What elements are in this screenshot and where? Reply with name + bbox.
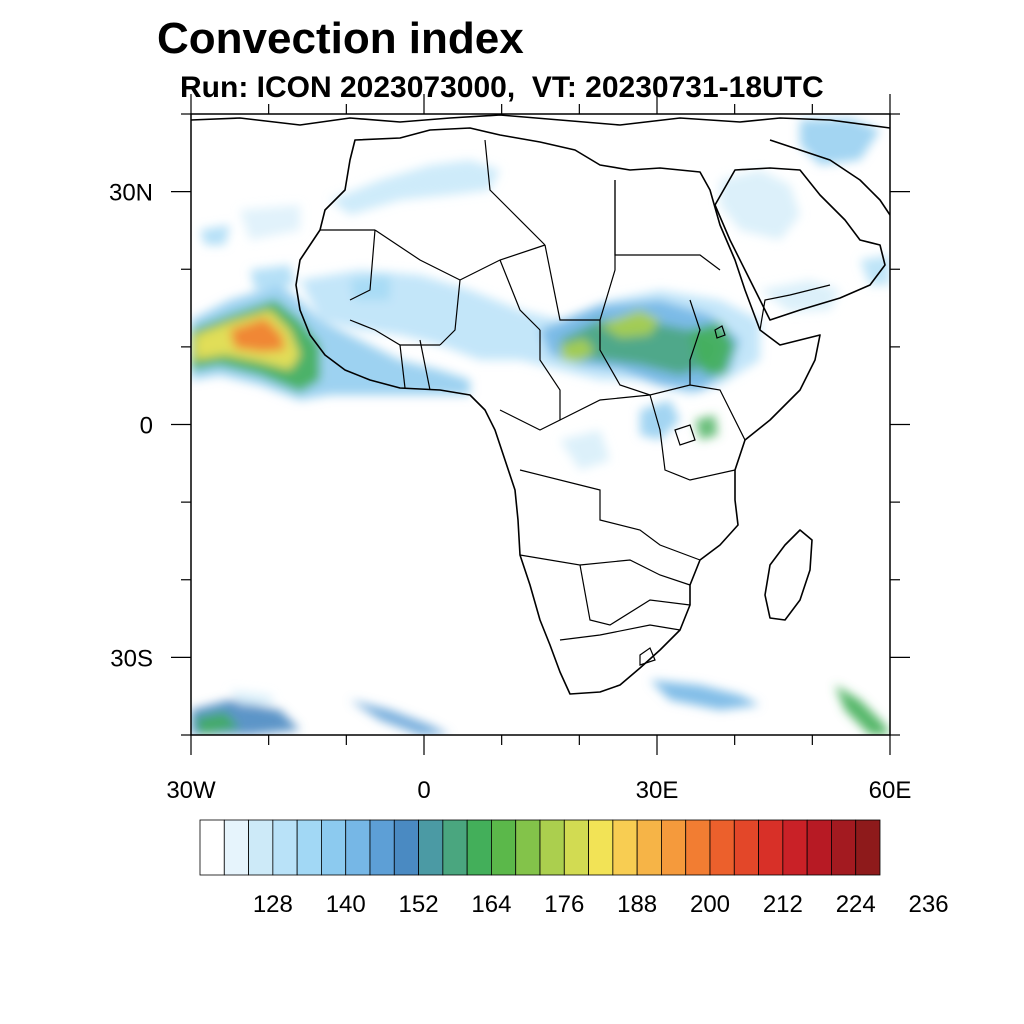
colorbar-swatch: [806, 819, 832, 876]
colorbar-labels: 128 140 152 164 176 188 200 212 224 236: [253, 891, 949, 918]
colorbar-swatch: [636, 819, 662, 876]
colorbar-swatch: [831, 819, 857, 876]
colorbar-swatch: [491, 819, 517, 876]
colorbar-label: 140: [326, 891, 366, 918]
colorbar-swatch: [855, 819, 881, 876]
plot-subtitle: Run: ICON 2023073000, VT: 20230731-18UTC: [180, 71, 824, 104]
colorbar-label: 212: [763, 891, 803, 918]
colorbar-swatch: [612, 819, 638, 876]
lon-tick-label: 0: [417, 777, 430, 804]
colorbar-swatch: [272, 819, 298, 876]
colorbar-swatch: [199, 819, 225, 876]
colorbar-swatch: [588, 819, 614, 876]
lat-tick-label: 30S: [110, 645, 153, 672]
colorbar-swatch: [393, 819, 419, 876]
colorbar-swatch: [345, 819, 371, 876]
colorbar-label: 176: [544, 891, 584, 918]
plot-title: Convection index: [157, 14, 524, 63]
colorbar-swatch: [758, 819, 784, 876]
lakes: [674, 325, 726, 446]
colorbar-swatch: [296, 819, 322, 876]
lon-tick-label: 30W: [166, 777, 216, 804]
colorbar-swatch: [685, 819, 711, 876]
colorbar-swatch: [418, 819, 444, 876]
colorbar-swatch: [563, 819, 589, 876]
colorbar-swatch: [733, 819, 759, 876]
colorbar-swatch: [223, 819, 249, 876]
lat-tick-label: 0: [140, 413, 153, 440]
lat-tick-label: 30N: [109, 180, 153, 207]
map-canvas: [191, 114, 890, 735]
colorbar-swatch: [466, 819, 492, 876]
colorbar-label: 200: [690, 891, 730, 918]
colorbar: [199, 819, 881, 876]
colorbar-label: 164: [471, 891, 511, 918]
colorbar-swatch: [539, 819, 565, 876]
colorbar-label: 128: [253, 891, 293, 918]
colorbar-swatch: [661, 819, 687, 876]
colorbar-label: 236: [909, 891, 949, 918]
colorbar-swatch: [709, 819, 735, 876]
longitude-axis: 30W 0 30E 60E: [166, 94, 911, 804]
colorbar-swatch: [515, 819, 541, 876]
colorbar-label: 188: [617, 891, 657, 918]
colorbar-swatch: [369, 819, 395, 876]
colorbar-swatch: [442, 819, 468, 876]
colorbar-swatch: [782, 819, 808, 876]
lon-tick-label: 30E: [636, 777, 679, 804]
country-borders: [320, 139, 831, 666]
colorbar-swatch: [248, 819, 274, 876]
colorbar-label: 224: [836, 891, 876, 918]
colorbar-label: 152: [399, 891, 439, 918]
lon-tick-label: 60E: [869, 777, 912, 804]
colorbar-swatch: [321, 819, 347, 876]
latitude-axis: 30N 0 30S: [109, 113, 910, 736]
convection-field: [191, 118, 890, 735]
